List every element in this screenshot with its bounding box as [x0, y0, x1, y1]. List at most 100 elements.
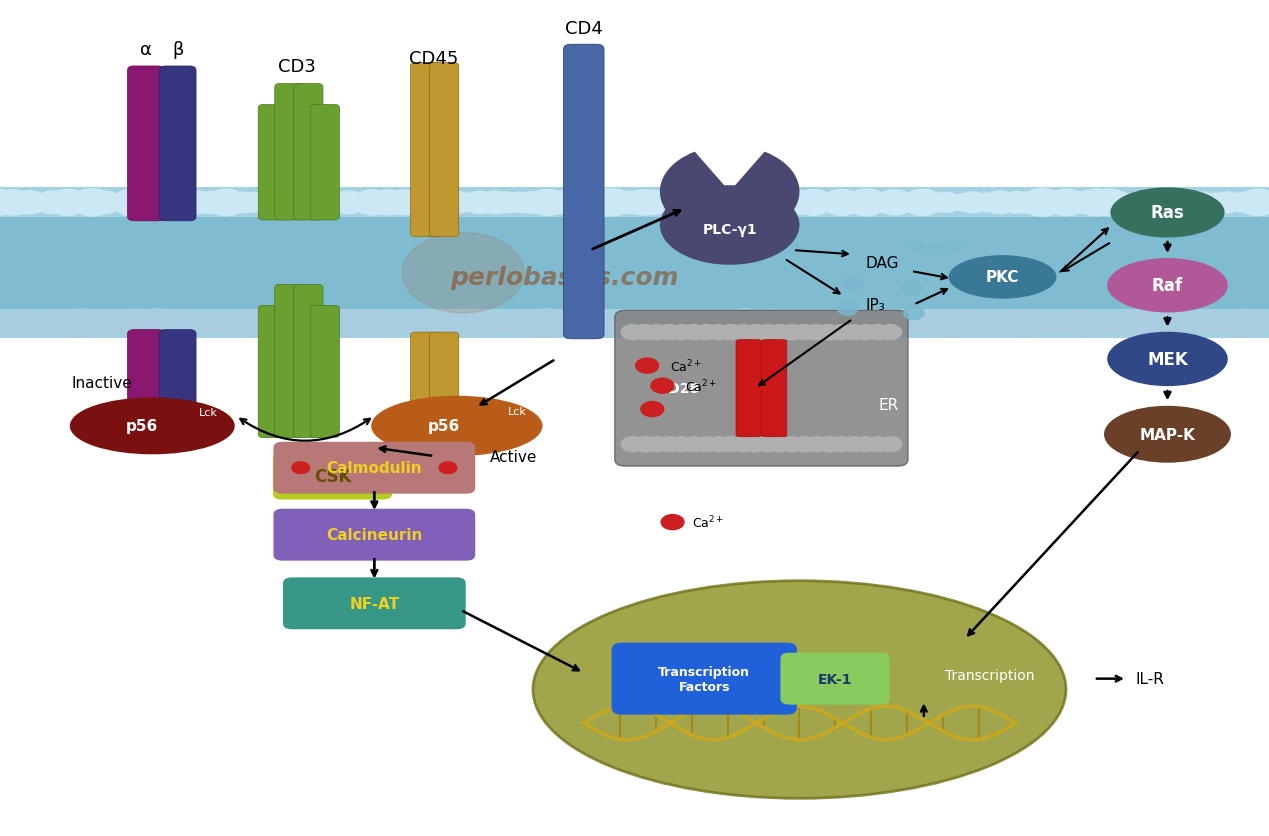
Text: MAP-K: MAP-K — [1140, 427, 1195, 442]
Circle shape — [371, 313, 405, 334]
Circle shape — [212, 313, 246, 334]
Circle shape — [0, 313, 14, 334]
FancyBboxPatch shape — [127, 67, 164, 222]
Circle shape — [114, 309, 157, 338]
Ellipse shape — [1110, 188, 1225, 238]
Circle shape — [457, 314, 483, 333]
Circle shape — [1000, 192, 1033, 214]
Circle shape — [0, 191, 18, 216]
Circle shape — [1011, 193, 1042, 213]
Circle shape — [602, 315, 628, 332]
Text: IL-R: IL-R — [1136, 671, 1165, 686]
Circle shape — [286, 190, 327, 217]
Circle shape — [239, 193, 269, 213]
Circle shape — [79, 314, 109, 334]
Text: Ca$^{2+}$: Ca$^{2+}$ — [692, 514, 723, 531]
Ellipse shape — [1107, 333, 1227, 387]
Circle shape — [666, 192, 699, 214]
Circle shape — [340, 311, 377, 336]
Circle shape — [720, 437, 742, 452]
Circle shape — [830, 437, 853, 452]
FancyBboxPatch shape — [160, 330, 195, 443]
Circle shape — [694, 314, 722, 333]
Text: β: β — [173, 41, 183, 59]
Text: p56: p56 — [126, 419, 159, 434]
Circle shape — [89, 311, 127, 336]
Circle shape — [1082, 314, 1110, 333]
Circle shape — [505, 311, 542, 336]
Circle shape — [614, 313, 646, 334]
Text: Transcription
Factors: Transcription Factors — [659, 665, 750, 693]
Circle shape — [1067, 192, 1101, 214]
Circle shape — [758, 193, 788, 213]
FancyBboxPatch shape — [310, 105, 340, 221]
Circle shape — [547, 314, 575, 333]
Circle shape — [694, 437, 718, 452]
Circle shape — [901, 282, 921, 295]
Circle shape — [830, 325, 853, 340]
Circle shape — [591, 190, 633, 217]
FancyBboxPatch shape — [274, 285, 303, 438]
Ellipse shape — [1107, 259, 1227, 313]
FancyBboxPatch shape — [160, 67, 195, 222]
Circle shape — [1006, 310, 1047, 337]
Circle shape — [0, 313, 29, 334]
Circle shape — [843, 278, 863, 291]
Circle shape — [996, 311, 1036, 336]
Text: Inactive: Inactive — [71, 375, 132, 390]
Circle shape — [731, 437, 754, 452]
Circle shape — [892, 314, 921, 333]
Circle shape — [633, 437, 656, 452]
Circle shape — [1185, 313, 1218, 334]
FancyBboxPatch shape — [612, 643, 797, 715]
Circle shape — [128, 312, 165, 335]
Circle shape — [1150, 195, 1176, 212]
Circle shape — [353, 191, 391, 216]
Circle shape — [439, 314, 471, 334]
Circle shape — [459, 311, 497, 336]
Circle shape — [867, 325, 890, 340]
Circle shape — [137, 309, 179, 338]
Circle shape — [921, 194, 949, 212]
Circle shape — [846, 190, 887, 217]
FancyBboxPatch shape — [310, 306, 340, 438]
Circle shape — [1236, 312, 1269, 335]
Circle shape — [896, 194, 924, 212]
Circle shape — [181, 192, 216, 214]
Circle shape — [546, 191, 580, 215]
Circle shape — [128, 191, 164, 215]
Circle shape — [516, 192, 549, 214]
FancyBboxPatch shape — [0, 217, 1269, 309]
Circle shape — [756, 325, 779, 340]
Circle shape — [772, 312, 808, 335]
Circle shape — [652, 314, 680, 333]
Circle shape — [1221, 309, 1263, 338]
Circle shape — [920, 312, 954, 335]
Circle shape — [390, 315, 416, 332]
Circle shape — [274, 191, 312, 216]
Circle shape — [197, 192, 230, 214]
Circle shape — [1057, 315, 1082, 332]
Circle shape — [876, 191, 914, 216]
Circle shape — [987, 313, 1022, 334]
Text: ER: ER — [878, 398, 898, 413]
Circle shape — [1212, 193, 1244, 213]
FancyBboxPatch shape — [410, 64, 439, 237]
Circle shape — [148, 194, 176, 212]
Circle shape — [406, 311, 444, 336]
Circle shape — [1173, 313, 1206, 334]
Circle shape — [306, 314, 336, 334]
Circle shape — [768, 437, 792, 452]
Circle shape — [849, 311, 886, 336]
Circle shape — [835, 310, 876, 337]
Circle shape — [684, 314, 711, 333]
FancyBboxPatch shape — [273, 509, 475, 561]
Circle shape — [439, 462, 457, 474]
Circle shape — [904, 307, 924, 320]
Text: Lck: Lck — [509, 406, 527, 416]
Circle shape — [265, 192, 297, 214]
Text: MEK: MEK — [1147, 350, 1188, 369]
Ellipse shape — [533, 581, 1066, 798]
Circle shape — [707, 437, 730, 452]
Circle shape — [1170, 191, 1204, 215]
